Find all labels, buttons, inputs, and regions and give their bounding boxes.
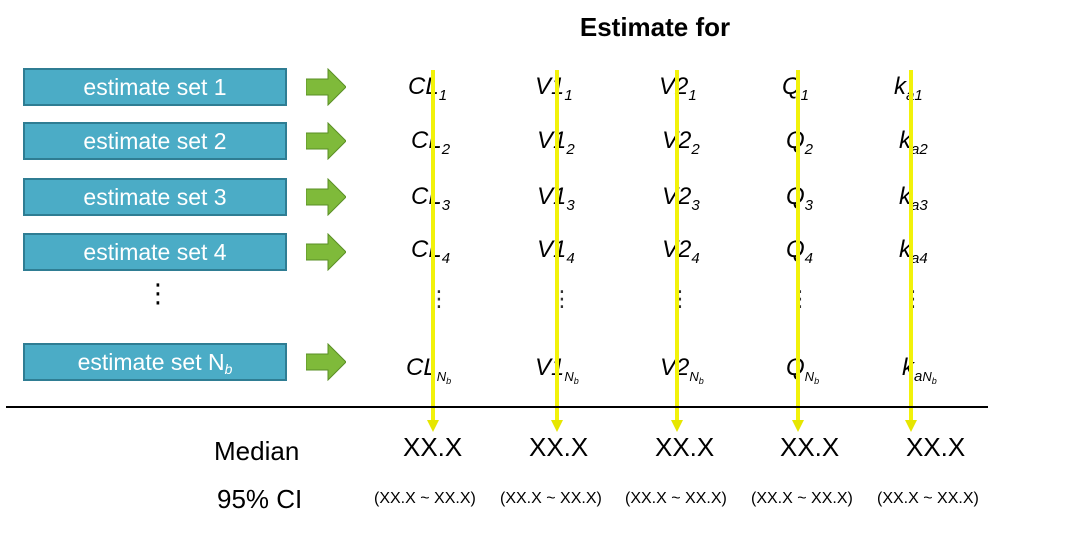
median-label: Median	[214, 436, 300, 466]
green-arrow-icon	[306, 233, 346, 271]
ci-value: (XX.X ~ XX.X)	[751, 490, 853, 507]
median-value: XX.X	[403, 432, 463, 462]
param-estimate: Q4	[786, 236, 814, 267]
median-value: XX.X	[780, 432, 840, 462]
estimate-set-box: estimate set Nb	[23, 343, 287, 381]
param-estimate: ka3	[899, 183, 928, 214]
param-estimate: V11	[535, 73, 573, 104]
param-estimate: V2Nb	[660, 354, 704, 386]
ci-value: (XX.X ~ XX.X)	[625, 490, 727, 507]
green-arrow-icon	[306, 122, 346, 160]
median-value: XX.X	[655, 432, 715, 462]
title: Estimate for	[579, 12, 731, 42]
param-estimate: V12	[537, 127, 575, 158]
green-arrow-icon	[306, 343, 346, 381]
param-estimate: V13	[537, 183, 575, 214]
ci-value: (XX.X ~ XX.X)	[374, 490, 476, 507]
param-estimate: V21	[659, 73, 697, 104]
green-arrow-icon	[306, 68, 346, 106]
ci-value: (XX.X ~ XX.X)	[877, 490, 979, 507]
estimate-set-box: estimate set 3	[23, 178, 287, 216]
median-value: XX.X	[906, 432, 966, 462]
yellow-arrowhead-icon	[551, 420, 563, 432]
yellow-arrowhead-icon	[427, 420, 439, 432]
estimate-set-box: estimate set 2	[23, 122, 287, 160]
estimate-set-box: estimate set 1	[23, 68, 287, 106]
ci-value: (XX.X ~ XX.X)	[500, 490, 602, 507]
yellow-arrowhead-icon	[905, 420, 917, 432]
yellow-arrowhead-icon	[792, 420, 804, 432]
param-estimate: Q2	[786, 127, 814, 158]
param-estimate: V1Nb	[535, 354, 579, 386]
median-value: XX.X	[529, 432, 589, 462]
param-estimate: CL3	[411, 183, 451, 214]
param-estimate: CL2	[411, 127, 451, 158]
estimate-set-box: estimate set 4	[23, 233, 287, 271]
green-arrow-icon	[306, 178, 346, 216]
param-estimate: ka2	[899, 127, 928, 158]
param-estimate: CL4	[411, 236, 451, 267]
yellow-arrowhead-icon	[671, 420, 683, 432]
param-estimate: V14	[537, 236, 575, 267]
ci-label: 95% CI	[217, 484, 303, 514]
param-estimate: Q3	[786, 183, 814, 214]
param-estimate: QNb	[786, 354, 820, 386]
param-estimate: ka4	[899, 236, 928, 267]
separator-line	[6, 406, 988, 408]
